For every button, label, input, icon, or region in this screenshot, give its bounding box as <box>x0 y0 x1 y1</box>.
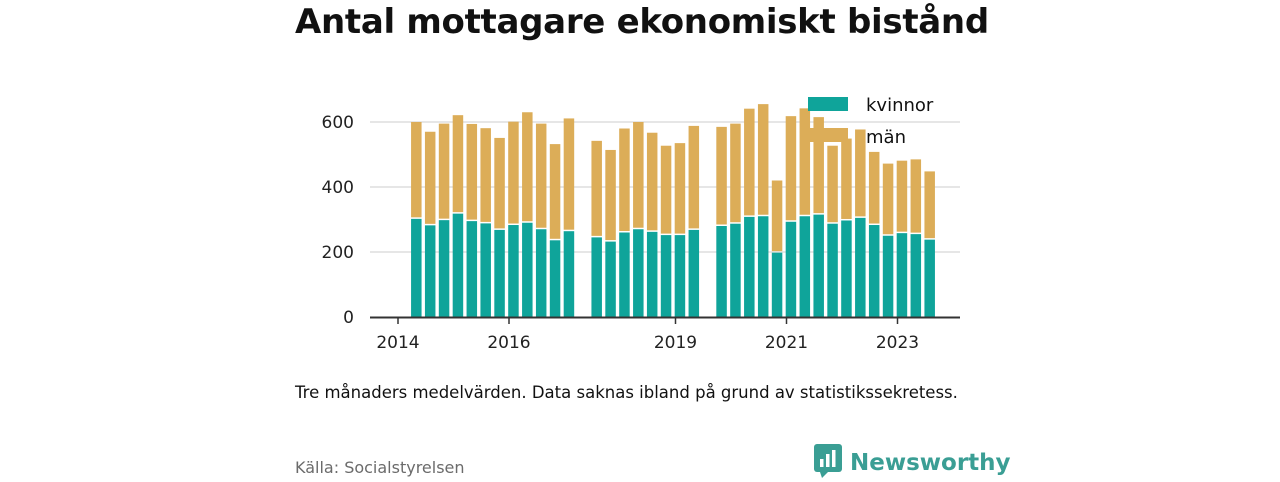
bar-kvinnor <box>744 216 755 317</box>
bar-man <box>522 112 533 222</box>
bar-kvinnor <box>688 229 700 317</box>
bar-man <box>452 115 464 213</box>
bar-man <box>674 143 686 234</box>
bar-man <box>799 108 811 215</box>
x-tick-label: 2019 <box>654 333 697 353</box>
bar-man <box>868 151 880 224</box>
bar-kvinnor <box>896 233 908 317</box>
bar-man <box>855 129 866 217</box>
legend-label-kvinnor: kvinnor <box>866 95 934 116</box>
x-axis-ticks: 2014 2016 2019 2021 2023 <box>376 317 919 353</box>
bar-man <box>716 126 727 225</box>
brand-name: Newsworthy <box>850 450 1011 476</box>
bar-man <box>910 159 922 233</box>
bar-man <box>619 128 630 231</box>
bar-man <box>494 137 505 229</box>
bar-kvinnor <box>605 241 616 317</box>
bar-kvinnor <box>535 229 547 317</box>
y-tick-label: 400 <box>322 178 354 198</box>
bar-kvinnor <box>466 221 478 317</box>
bar-kvinnor <box>494 229 505 317</box>
bar-man <box>508 121 519 224</box>
bar-man <box>785 116 797 221</box>
bar-man <box>688 125 700 229</box>
bar-kvinnor <box>549 240 561 317</box>
bar-kvinnor <box>674 235 686 317</box>
y-axis-ticks: 0 200 400 600 <box>322 113 354 328</box>
legend-swatch-kvinnor <box>808 97 848 111</box>
bar-kvinnor <box>411 218 422 317</box>
chart-title: Antal mottagare ekonomiskt bistånd <box>295 2 989 42</box>
source-credit: Källa: Socialstyrelsen <box>295 458 465 477</box>
bar-man <box>549 144 561 239</box>
legend-label-man: män <box>866 127 906 148</box>
bar-kvinnor <box>438 220 450 317</box>
bar-man <box>924 171 935 239</box>
bar-man <box>771 180 783 252</box>
bar-man <box>438 123 450 219</box>
bar-kvinnor <box>730 223 741 317</box>
bar-man <box>757 104 769 215</box>
newsworthy-logo[interactable]: Newsworthy <box>814 444 1011 482</box>
bar-man <box>605 149 616 241</box>
bar-kvinnor <box>591 237 602 317</box>
bar-kvinnor <box>868 225 880 317</box>
bar-kvinnor <box>619 232 630 317</box>
y-tick-label: 200 <box>322 243 354 263</box>
bar-kvinnor <box>785 221 797 317</box>
bar-man <box>841 138 852 219</box>
bar-man <box>660 145 672 234</box>
bar-kvinnor <box>716 226 727 317</box>
bar-man <box>591 140 602 236</box>
bar-kvinnor <box>910 234 922 317</box>
bar-kvinnor <box>757 216 769 317</box>
bar-man <box>535 123 547 228</box>
bar-man <box>424 131 436 224</box>
bar-man <box>466 123 478 220</box>
bar-kvinnor <box>480 223 491 317</box>
bar-kvinnor <box>646 231 658 317</box>
bar-man <box>896 160 908 232</box>
bar-man <box>827 145 838 223</box>
bar-kvinnor <box>522 222 533 317</box>
bar-kvinnor <box>508 225 519 317</box>
bar-man <box>411 122 422 218</box>
bars <box>411 104 935 317</box>
bar-kvinnor <box>424 225 436 317</box>
bar-man <box>563 118 575 230</box>
bar-kvinnor <box>924 239 935 317</box>
bar-kvinnor <box>660 235 672 317</box>
bar-man <box>730 123 741 223</box>
legend: kvinnor män <box>808 95 934 148</box>
bar-kvinnor <box>855 217 866 317</box>
chart-note: Tre månaders medelvärden. Data saknas ib… <box>295 383 958 402</box>
bar-man <box>480 128 491 222</box>
bar-kvinnor <box>799 216 811 317</box>
bar-kvinnor <box>452 213 464 317</box>
bar-man <box>882 163 894 235</box>
y-tick-label: 0 <box>343 308 354 328</box>
bar-man <box>813 117 824 214</box>
legend-swatch-man <box>808 128 848 142</box>
y-tick-label: 600 <box>322 113 354 133</box>
bar-man <box>744 108 755 216</box>
bar-kvinnor <box>882 235 894 317</box>
x-tick-label: 2023 <box>876 333 919 353</box>
bar-man <box>646 132 658 231</box>
bar-kvinnor <box>827 223 838 317</box>
bar-kvinnor <box>813 214 824 317</box>
x-tick-label: 2016 <box>487 333 530 353</box>
x-tick-label: 2021 <box>765 333 808 353</box>
bar-kvinnor <box>841 220 852 317</box>
newsworthy-logo-icon <box>814 444 842 482</box>
x-tick-label: 2014 <box>376 333 419 353</box>
bar-kvinnor <box>771 252 783 317</box>
bar-man <box>633 122 644 228</box>
bar-kvinnor <box>563 231 575 317</box>
bar-kvinnor <box>633 229 644 317</box>
